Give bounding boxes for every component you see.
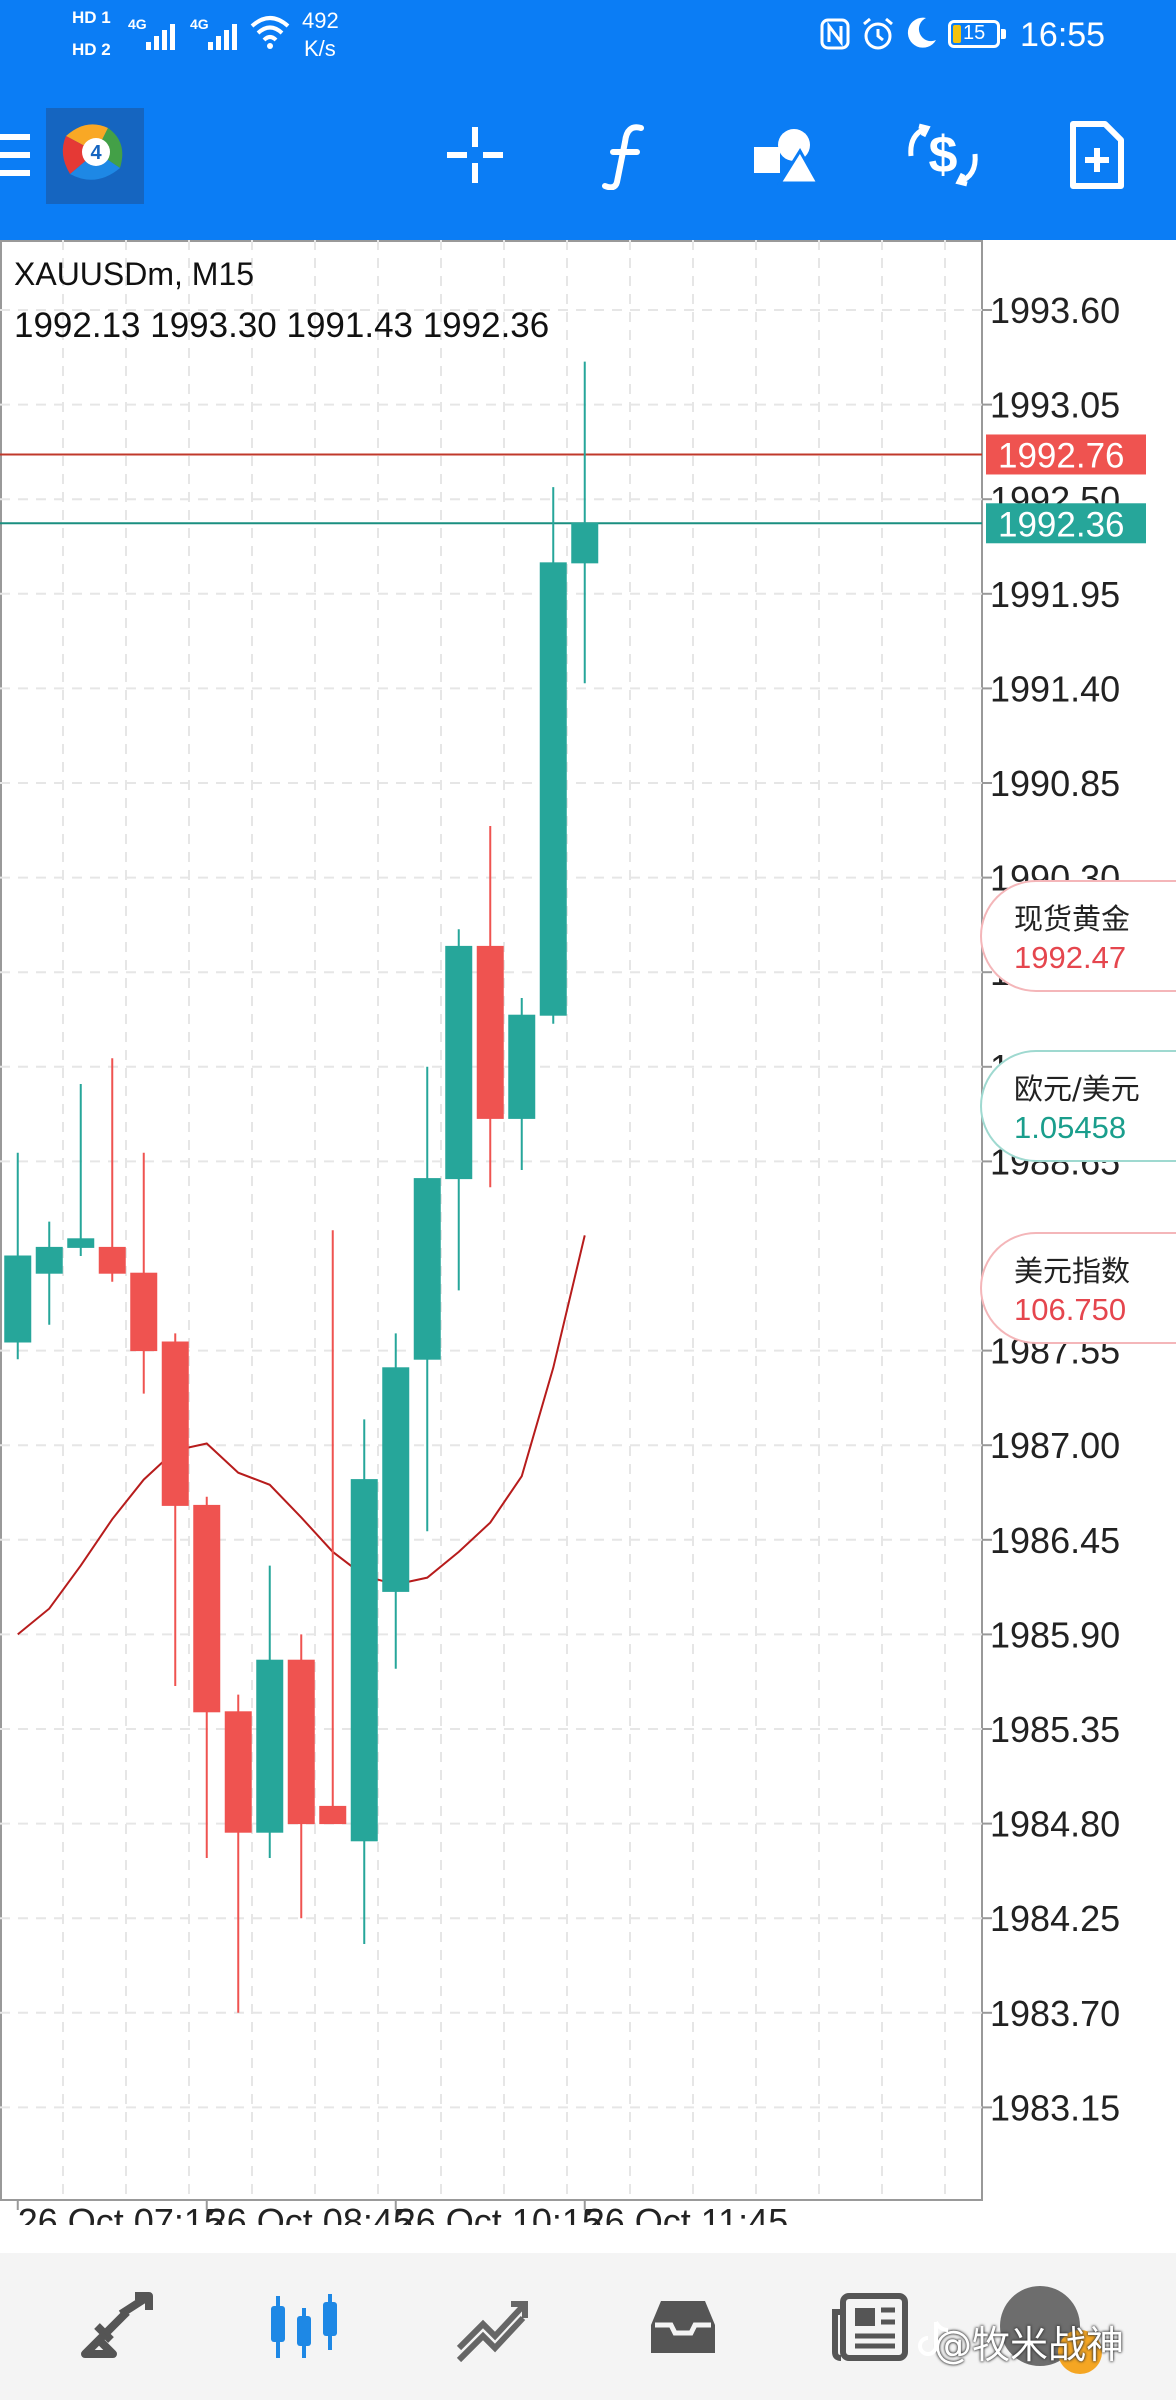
x-tick-label: 26 Oct 10:15 xyxy=(396,2201,602,2225)
clock: 16:55 xyxy=(1020,16,1106,54)
candle-body xyxy=(67,1238,95,1248)
sim2-label: HD 2 xyxy=(72,40,111,59)
y-tick-label: 1990.85 xyxy=(990,763,1120,804)
x-tick-label: 26 Oct 08:45 xyxy=(207,2201,413,2225)
nav-chart-icon[interactable] xyxy=(240,2262,370,2392)
y-tick-label: 1985.90 xyxy=(990,1614,1120,1655)
y-tick-label: 1984.80 xyxy=(990,1804,1120,1845)
x-tick-label: 26 Oct 11:45 xyxy=(585,2201,788,2225)
status-bar: HD 1 HD 2 4G 4G 492 K/s 15 16:55 xyxy=(0,0,1176,82)
wifi-icon xyxy=(250,16,290,49)
quote-price: 1.05458 xyxy=(1014,1110,1127,1145)
y-tick-label: 1985.35 xyxy=(990,1709,1120,1750)
quote-name: 现货黄金 xyxy=(1014,902,1131,936)
menu-icon[interactable] xyxy=(0,130,30,182)
candle-body xyxy=(539,562,567,1016)
y-tick-label: 1986.45 xyxy=(990,1520,1120,1561)
y-tick-label: 1987.00 xyxy=(990,1425,1120,1466)
nav-trade-icon[interactable] xyxy=(428,2262,558,2392)
net-speed-value: 492 xyxy=(302,8,339,33)
y-tick-label: 1983.15 xyxy=(990,2087,1120,2128)
y-tick-label: 1991.95 xyxy=(990,574,1120,615)
svg-text:4: 4 xyxy=(90,142,102,164)
net-speed-unit: K/s xyxy=(304,36,336,61)
y-tick-label: 1984.25 xyxy=(990,1898,1120,1939)
candle-body xyxy=(571,522,599,564)
net2-label: 4G xyxy=(190,16,209,32)
candle-body xyxy=(193,1504,221,1713)
quote-card-eurusd[interactable]: 欧元/美元 1.05458 xyxy=(980,1050,1176,1162)
quote-name: 美元指数 xyxy=(1014,1254,1131,1288)
candle-body xyxy=(224,1711,252,1833)
chart-symbol-timeframe: XAUUSDm, M15 xyxy=(14,256,255,292)
signal-icon-2 xyxy=(208,24,237,50)
quote-price: 1992.47 xyxy=(1014,940,1127,975)
chart-canvas[interactable]: 1993.601993.051992.501991.951991.401990.… xyxy=(0,240,1176,2225)
quote-card-gold[interactable]: 现货黄金 1992.47 xyxy=(980,880,1176,992)
x-tick-label: 26 Oct 07:15 xyxy=(18,2201,224,2225)
quote-card-dxy[interactable]: 美元指数 106.750 xyxy=(980,1232,1176,1344)
y-tick-label: 1983.70 xyxy=(990,1993,1120,2034)
y-tick-label: 1991.40 xyxy=(990,668,1120,709)
battery-level: 15 xyxy=(963,22,986,44)
watermark-text: @牧米战神 xyxy=(934,2323,1125,2367)
douyin-logo-icon xyxy=(918,2321,949,2356)
bid-price-tag xyxy=(986,503,1146,544)
candle-body xyxy=(476,945,504,1119)
candle-body xyxy=(35,1246,63,1274)
alarm-icon xyxy=(863,17,893,50)
indicators-icon[interactable] xyxy=(572,100,682,210)
candle-body xyxy=(256,1659,284,1833)
candle-body xyxy=(413,1178,441,1360)
candle-body xyxy=(319,1805,347,1825)
ask-price-tag xyxy=(986,434,1146,475)
moon-icon xyxy=(907,17,936,48)
moving-average-line xyxy=(17,1235,586,1636)
nfc-icon xyxy=(820,18,850,50)
nav-history-icon[interactable] xyxy=(618,2262,748,2392)
ask-price-label: 1992.76 xyxy=(998,436,1125,475)
candle-body xyxy=(287,1659,315,1825)
new-order-icon[interactable] xyxy=(1042,100,1152,210)
candle-body xyxy=(445,945,473,1180)
chart-ohlc: 1992.13 1993.30 1991.43 1992.36 xyxy=(14,306,550,345)
objects-icon[interactable] xyxy=(730,100,840,210)
candle-body xyxy=(350,1479,378,1842)
candle-body xyxy=(161,1341,189,1506)
candle-body xyxy=(4,1255,32,1343)
candle-body xyxy=(98,1246,126,1274)
signal-icon xyxy=(146,24,175,50)
notification-dot xyxy=(1058,2330,1102,2374)
net1-label: 4G xyxy=(128,16,147,32)
y-tick-label: 1993.60 xyxy=(990,290,1120,331)
candle-body xyxy=(382,1367,410,1592)
nav-quotes-icon[interactable] xyxy=(52,2262,182,2392)
svg-text:$: $ xyxy=(929,126,958,184)
symbol-change-icon[interactable]: $ xyxy=(888,100,998,210)
toolbar xyxy=(0,82,1176,240)
price-chart[interactable]: 1993.60 1993.05 1992.50 1991.95 1991.40 1990.… xyxy=(0,240,1176,2225)
bid-price-label: 1992.36 xyxy=(998,505,1125,544)
battery-icon: 15 xyxy=(948,20,1006,48)
candle-body xyxy=(130,1272,158,1352)
y-tick-label: 1993.05 xyxy=(990,385,1120,426)
metatrader-logo: 4 xyxy=(46,108,144,204)
quote-price: 106.750 xyxy=(1014,1292,1127,1327)
bottom-nav xyxy=(0,2253,1176,2400)
sim1-label: HD 1 xyxy=(72,8,111,27)
quote-name: 欧元/美元 xyxy=(1014,1072,1140,1106)
crosshair-icon[interactable] xyxy=(420,100,530,210)
candle-body xyxy=(508,1014,536,1119)
nav-news-icon[interactable] xyxy=(806,2262,936,2392)
plot-frame xyxy=(0,240,983,2201)
